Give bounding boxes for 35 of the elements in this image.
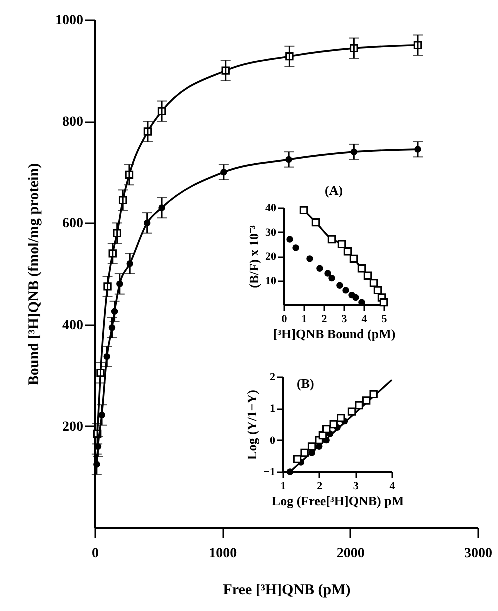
x-tick-label: 4	[362, 314, 368, 326]
y-tick-label: 400	[62, 318, 84, 334]
y-tick-label: 10	[266, 275, 277, 288]
x-tick-label: 5	[382, 314, 388, 326]
x-tick-label: 2	[317, 480, 324, 492]
y-tick-label: 20	[266, 251, 277, 263]
y-tick-label: 600	[62, 216, 84, 232]
x-axis-title: [³H]QNB Bound (pM)	[273, 326, 396, 342]
y-axis-title: Log (Y/1−Y)	[244, 390, 260, 460]
y-tick-label: 40	[266, 202, 277, 214]
y-tick-label: 2	[270, 372, 276, 384]
x-tick-label: 3000	[464, 546, 492, 562]
y-tick-label: 800	[62, 115, 84, 130]
y-tick-label: 30	[266, 226, 277, 239]
x-tick-label: 4	[390, 480, 396, 492]
y-tick-label: −1	[264, 466, 276, 478]
x-tick-label: 1	[280, 480, 286, 492]
y-tick-label: 200	[62, 420, 84, 435]
x-tick-label: 0	[282, 314, 288, 326]
x-tick-label: 1	[302, 314, 308, 326]
y-axis-title: Bound [³H]QNB (fmol/mg protein)	[26, 163, 42, 386]
x-tick-label: 3	[342, 314, 348, 326]
x-tick-label: 2	[322, 314, 328, 326]
chart-title: (B)	[297, 376, 314, 391]
x-tick-label: 0	[92, 546, 99, 562]
y-tick-label: 0	[270, 434, 276, 447]
x-axis-title: Log (Free[³H]QNB) pM	[272, 494, 404, 508]
y-tick-label: 1	[270, 403, 276, 416]
y-axis-title: (B/F) x 10⁻³	[246, 226, 262, 288]
x-tick-label: 2000	[336, 546, 365, 562]
x-axis-title: Free [³H]QNB (pM)	[223, 582, 351, 598]
x-tick-label: 3	[353, 480, 360, 492]
x-tick-label: 1000	[209, 546, 238, 562]
chart-title: (A)	[324, 183, 344, 198]
y-tick-label: 1000	[56, 14, 84, 28]
